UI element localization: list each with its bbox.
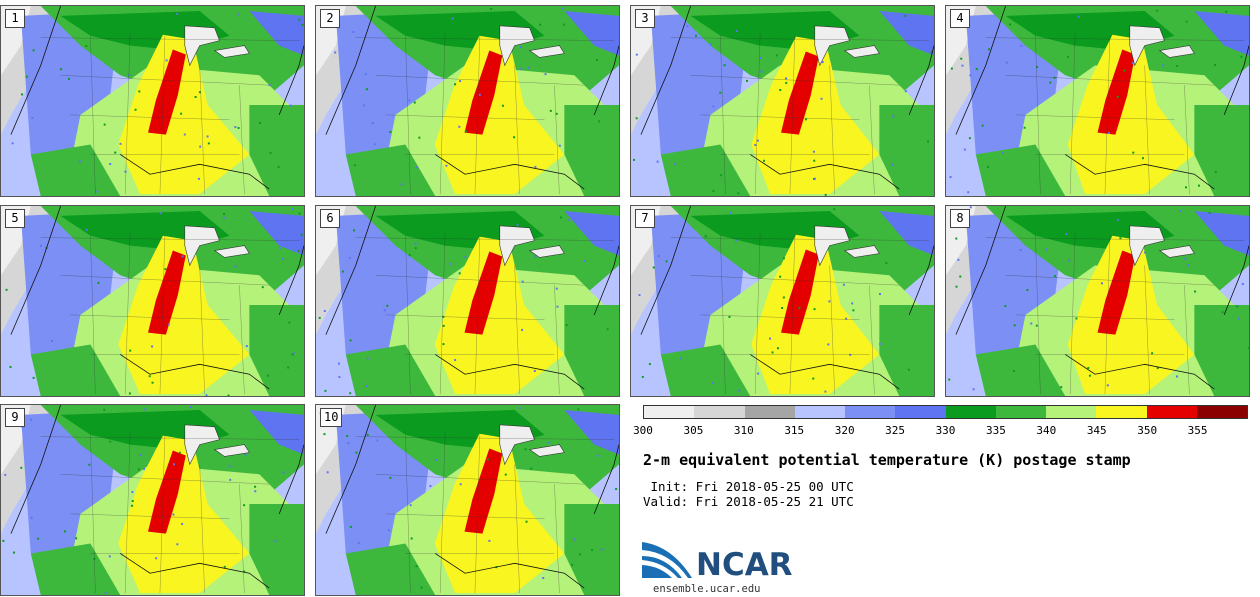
- ept-field: [1, 405, 304, 595]
- member-label: 2: [320, 9, 340, 28]
- ept-field: [316, 405, 619, 595]
- member-label: 7: [635, 209, 655, 228]
- member-map-6: 6: [315, 205, 620, 397]
- member-label: 10: [320, 408, 343, 427]
- valid-time: Valid: Fri 2018-05-25 21 UTC: [643, 494, 854, 509]
- colorbar-tick-label: 315: [784, 424, 805, 437]
- colorbar-tick-label: 305: [683, 424, 704, 437]
- ept-field: [316, 6, 619, 196]
- member-map-10: 10: [315, 404, 620, 596]
- member-map-3: 3: [630, 5, 935, 197]
- colorbar-segment: [744, 406, 795, 418]
- colorbar-tick-label: 355: [1187, 424, 1208, 437]
- colorbar-segment: [794, 406, 845, 418]
- colorbar-tick-label: 325: [885, 424, 906, 437]
- ncar-logo-icon: [642, 542, 692, 578]
- colorbar-tick-label: 340: [1036, 424, 1057, 437]
- member-map-5: 5: [0, 205, 305, 397]
- member-map-2: 2: [315, 5, 620, 197]
- ept-field: [946, 6, 1249, 196]
- member-label: 8: [950, 209, 970, 228]
- colorbar-segment: [694, 406, 745, 418]
- member-map-8: 8: [945, 205, 1250, 397]
- member-label: 1: [5, 9, 25, 28]
- logo-wordmark: NCAR: [696, 547, 793, 583]
- colorbar-segment: [1146, 406, 1197, 418]
- colorbar-segment: [1046, 406, 1097, 418]
- colorbar-segment: [995, 406, 1046, 418]
- member-map-4: 4: [945, 5, 1250, 197]
- member-label: 6: [320, 209, 340, 228]
- member-map-9: 9: [0, 404, 305, 596]
- colorbar-tick-label: 335: [985, 424, 1006, 437]
- init-time: Init: Fri 2018-05-25 00 UTC: [643, 479, 854, 494]
- colorbar: [643, 405, 1248, 419]
- colorbar-tick-label: 310: [733, 424, 754, 437]
- colorbar-tick-label: 320: [834, 424, 855, 437]
- member-label: 5: [5, 209, 25, 228]
- ept-field: [316, 206, 619, 396]
- member-map-1: 1: [0, 5, 305, 197]
- colorbar-segment: [644, 406, 695, 418]
- colorbar-segment: [945, 406, 996, 418]
- member-label: 9: [5, 408, 25, 427]
- figure-title: 2-m equivalent potential temperature (K)…: [643, 451, 1131, 469]
- ept-field: [631, 6, 934, 196]
- ept-field: [631, 206, 934, 396]
- colorbar-tick-label: 300: [633, 424, 653, 437]
- colorbar-tick-label: 345: [1086, 424, 1107, 437]
- colorbar-segment: [895, 406, 946, 418]
- colorbar-segment: [1096, 406, 1147, 418]
- member-label: 3: [635, 9, 655, 28]
- member-map-7: 7: [630, 205, 935, 397]
- ept-field: [1, 206, 304, 396]
- colorbar-segment: [845, 406, 896, 418]
- colorbar-segment: [1196, 406, 1247, 418]
- site-url: ensemble.ucar.edu: [653, 583, 761, 595]
- colorbar-tick-label: 330: [935, 424, 956, 437]
- ept-field: [1, 6, 304, 196]
- ept-field: [946, 206, 1249, 396]
- member-label: 4: [950, 9, 970, 28]
- colorbar-ticks: 300 305 310 315 320 325 330 335 340 345 350 355: [633, 424, 1248, 440]
- colorbar-tick-label: 350: [1137, 424, 1158, 437]
